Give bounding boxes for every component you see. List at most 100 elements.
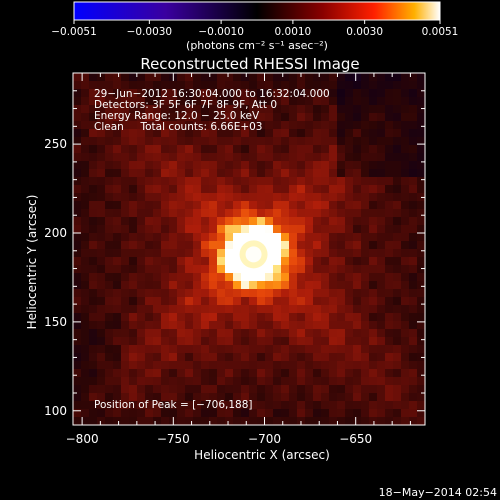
heatmap-cell <box>153 161 162 170</box>
heatmap-cell <box>73 337 82 346</box>
heatmap-cell <box>177 265 186 274</box>
colorbar-tick-label: −0.0030 <box>127 26 173 38</box>
heatmap-cell <box>145 121 154 130</box>
heatmap-cell <box>89 393 98 402</box>
heatmap-cell <box>321 113 330 122</box>
heatmap-cell <box>273 249 282 258</box>
heatmap-cell <box>281 297 290 306</box>
heatmap-cell <box>369 305 378 314</box>
heatmap-cell <box>265 417 274 425</box>
heatmap-cell <box>169 321 178 330</box>
heatmap-cell <box>225 289 234 298</box>
heatmap-cell <box>305 73 314 82</box>
heatmap-cell <box>89 97 98 106</box>
heatmap-cell <box>169 289 178 298</box>
heatmap-cell <box>393 193 402 202</box>
heatmap-cell <box>249 321 258 330</box>
heatmap-cell <box>89 345 98 354</box>
heatmap-cell <box>225 409 234 418</box>
heatmap-cell <box>129 169 138 178</box>
heatmap-cell <box>113 209 122 218</box>
heatmap-cell <box>201 185 210 194</box>
heatmap-cell <box>369 233 378 242</box>
heatmap-cell <box>305 361 314 370</box>
heatmap-cell <box>337 145 346 154</box>
heatmap-cell <box>297 233 306 242</box>
heatmap-cell <box>225 353 234 362</box>
heatmap-cell <box>121 225 130 234</box>
heatmap-cell <box>225 417 234 425</box>
heatmap-cell <box>393 393 402 402</box>
heatmap-cell <box>393 361 402 370</box>
heatmap-cell <box>241 169 250 178</box>
heatmap-cell <box>353 225 362 234</box>
heatmap-cell <box>81 129 90 138</box>
heatmap-cell <box>393 409 402 418</box>
heatmap-cell <box>329 385 338 394</box>
colorbar-gradient <box>73 1 441 21</box>
heatmap-cell <box>297 257 306 266</box>
heatmap-cell <box>81 209 90 218</box>
heatmap-cell <box>401 153 410 162</box>
heatmap-cell <box>257 329 266 338</box>
heatmap-cell <box>225 137 234 146</box>
heatmap-cell <box>97 193 106 202</box>
heatmap-cell <box>153 401 162 410</box>
heatmap-cell <box>137 305 146 314</box>
heatmap-cell <box>217 249 226 258</box>
heatmap-cell <box>321 105 330 114</box>
heatmap-cell <box>345 89 354 98</box>
heatmap-cell <box>153 409 162 418</box>
heatmap-cell <box>209 121 218 130</box>
heatmap-cell <box>281 257 290 266</box>
heatmap-cell <box>241 385 250 394</box>
heatmap-cell <box>121 329 130 338</box>
heatmap-cell <box>297 401 306 410</box>
heatmap-cell <box>361 161 370 170</box>
heatmap-cell <box>105 369 114 378</box>
heatmap-cell <box>233 233 242 242</box>
heatmap-cell <box>201 145 210 154</box>
heatmap-cell <box>241 361 250 370</box>
heatmap-cell <box>273 73 282 82</box>
heatmap-cell <box>89 177 98 186</box>
heatmap-cell <box>233 217 242 226</box>
heatmap-cell <box>401 417 410 425</box>
heatmap-cell <box>145 105 154 114</box>
heatmap-cell <box>313 97 322 106</box>
heatmap-cell <box>233 161 242 170</box>
heatmap-cell <box>113 145 122 154</box>
heatmap-cell <box>233 273 242 282</box>
heatmap-cell <box>113 321 122 330</box>
heatmap-cell <box>265 185 274 194</box>
heatmap-cell <box>73 409 82 418</box>
heatmap-cell <box>337 273 346 282</box>
heatmap-cell <box>289 401 298 410</box>
heatmap-cell <box>73 121 82 130</box>
heatmap-cell <box>73 297 82 306</box>
heatmap-cell <box>225 329 234 338</box>
heatmap-cell <box>137 385 146 394</box>
heatmap-cell <box>409 73 418 82</box>
heatmap-cell <box>113 113 122 122</box>
heatmap-cell <box>337 377 346 386</box>
heatmap-cell <box>121 281 130 290</box>
heatmap-cell <box>121 369 130 378</box>
heatmap-cell <box>297 409 306 418</box>
heatmap-cell <box>297 369 306 378</box>
heatmap-cell <box>313 89 322 98</box>
x-tick-label: −700 <box>248 432 281 446</box>
heatmap-cell <box>305 209 314 218</box>
heatmap-cell <box>177 385 186 394</box>
heatmap-cell <box>89 201 98 210</box>
heatmap-cell <box>153 89 162 98</box>
heatmap-cell <box>281 209 290 218</box>
heatmap-cell <box>153 377 162 386</box>
heatmap-cell <box>369 73 378 82</box>
heatmap-cell <box>145 329 154 338</box>
chart-title: Reconstructed RHESSI Image <box>140 55 359 73</box>
heatmap-cell <box>281 105 290 114</box>
heatmap-cell <box>345 169 354 178</box>
heatmap-cell <box>233 377 242 386</box>
heatmap-cell <box>185 337 194 346</box>
